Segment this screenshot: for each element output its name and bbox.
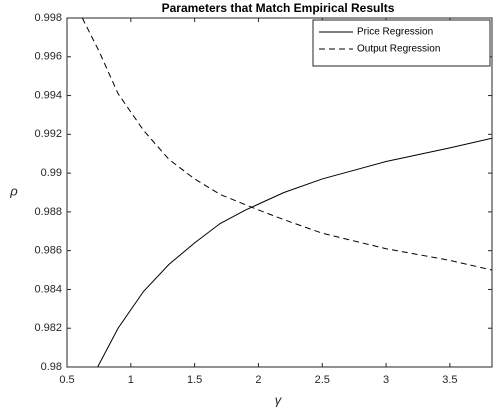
- y-tick-label: 0.982: [34, 322, 62, 334]
- x-axis-label: γ: [275, 392, 283, 407]
- x-tick-label: 3: [383, 374, 389, 386]
- plot-frame: [66, 17, 493, 368]
- x-tick-label: 2: [255, 374, 261, 386]
- x-tick-label: 3.5: [442, 374, 457, 386]
- x-tick-label: 1: [128, 374, 134, 386]
- y-tick-label: 0.994: [34, 89, 62, 101]
- chart-title: Parameters that Match Empirical Results: [162, 1, 395, 15]
- x-tick-label: 2.5: [315, 374, 330, 386]
- line: [81, 18, 492, 271]
- x-tick-label: 1.5: [187, 374, 202, 386]
- legend-label: Output Regression: [357, 44, 440, 55]
- y-tick-label: 0.996: [34, 51, 62, 63]
- line: [97, 137, 492, 367]
- legend-box: [312, 19, 491, 67]
- y-tick-label: 0.992: [34, 128, 62, 140]
- y-tick-label: 0.98: [41, 361, 62, 373]
- y-axis-label: ρ: [9, 183, 18, 198]
- y-tick-label: 0.984: [34, 283, 62, 295]
- y-tick-label: 0.988: [34, 206, 62, 218]
- x-tick-label: 0.5: [59, 374, 74, 386]
- y-tick-label: 0.99: [41, 167, 62, 179]
- y-tick-label: 0.998: [34, 12, 62, 24]
- y-tick-label: 0.986: [34, 245, 62, 257]
- legend-label: Price Regression: [357, 27, 433, 38]
